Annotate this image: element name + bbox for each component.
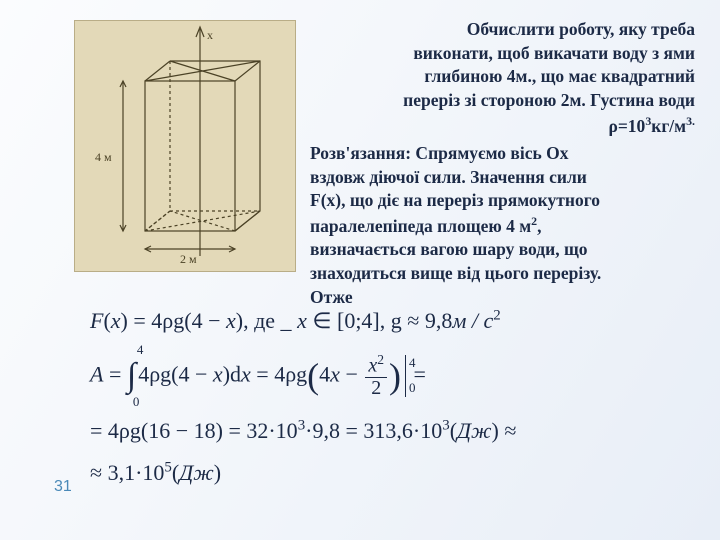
slide-number: 31 bbox=[54, 478, 72, 496]
formulas-block: F(x) = 4ρg(4 − x), де _ x ∈ [0;4], g ≈ 9… bbox=[90, 300, 650, 494]
width-label: 2 м bbox=[180, 252, 197, 266]
formula-line-4: ≈ 3,1·105(Дж) bbox=[90, 452, 650, 494]
axis-label: x bbox=[207, 28, 213, 42]
formula-line-2: A = ∫404ρg(4 − x)dx = 4ρg(4x − x22)40 = bbox=[90, 342, 650, 410]
pit-diagram: x 4 м 2 м bbox=[74, 20, 296, 272]
diagram-svg: x 4 м 2 м bbox=[75, 21, 295, 271]
problem-intro: Обчислити роботу, яку треба виконати, що… bbox=[310, 18, 695, 138]
solution-text: Розв'язання: Спрямуємо вісь Ох вздовж ді… bbox=[310, 142, 695, 309]
formula-line-1: F(x) = 4ρg(4 − x), де _ x ∈ [0;4], g ≈ 9… bbox=[90, 300, 650, 342]
formula-line-3: = 4ρg(16 − 18) = 32·103·9,8 = 313,6·103(… bbox=[90, 410, 650, 452]
problem-text-block: Обчислити роботу, яку треба виконати, що… bbox=[310, 18, 695, 309]
height-label: 4 м bbox=[95, 150, 112, 164]
